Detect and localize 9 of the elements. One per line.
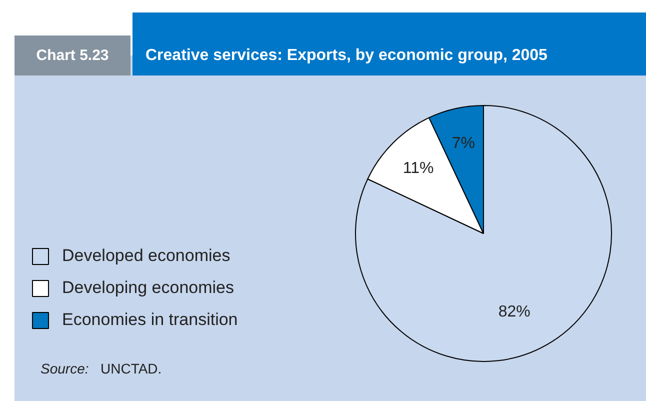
data-label: 7% xyxy=(452,135,475,152)
legend-label: Developing economies xyxy=(62,278,234,298)
source-note: Source: UNCTAD. xyxy=(40,360,162,376)
data-label: 11% xyxy=(402,160,434,177)
data-label: 82% xyxy=(498,304,530,321)
legend-label: Developed economies xyxy=(62,246,230,266)
caption: Chart 5.23 xyxy=(36,47,109,64)
chart-title: Creative services: Exports, by economic group, 2005 xyxy=(146,47,548,64)
legend-label: Economies in transition xyxy=(62,310,238,330)
